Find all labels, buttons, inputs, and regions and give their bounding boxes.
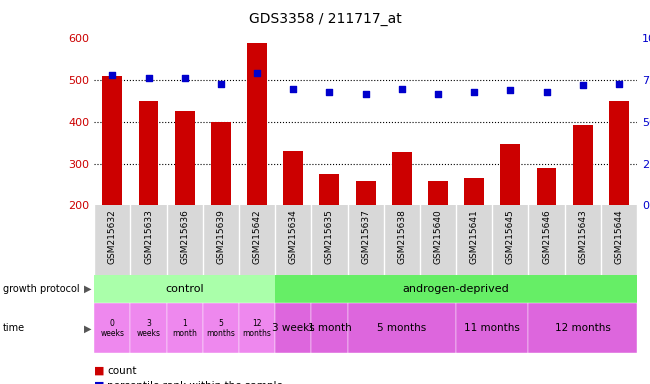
- Bar: [392, 152, 411, 289]
- Text: GSM215644: GSM215644: [614, 209, 623, 263]
- Text: GSM215633: GSM215633: [144, 209, 153, 264]
- Text: GSM215634: GSM215634: [289, 209, 298, 264]
- Point: [360, 91, 370, 97]
- Point: [179, 75, 190, 81]
- Text: ▶: ▶: [83, 284, 91, 294]
- Text: GSM215643: GSM215643: [578, 209, 587, 264]
- Bar: [428, 181, 448, 289]
- Text: 5
months: 5 months: [207, 319, 235, 338]
- Bar: [211, 122, 231, 289]
- Point: [324, 89, 335, 95]
- Text: growth protocol: growth protocol: [3, 284, 80, 294]
- Bar: [356, 181, 376, 289]
- Text: GSM215642: GSM215642: [253, 209, 261, 263]
- Bar: [609, 101, 629, 289]
- Text: 3 weeks: 3 weeks: [272, 323, 315, 333]
- Point: [505, 87, 515, 93]
- Text: androgen-deprived: androgen-deprived: [403, 284, 510, 294]
- Point: [252, 70, 262, 76]
- Text: GSM215638: GSM215638: [397, 209, 406, 264]
- Text: count: count: [107, 366, 136, 376]
- Text: 11 months: 11 months: [464, 323, 520, 333]
- Text: ■: ■: [94, 366, 105, 376]
- Text: ▶: ▶: [83, 323, 91, 333]
- Point: [577, 82, 588, 88]
- Point: [541, 89, 552, 95]
- Text: GSM215641: GSM215641: [470, 209, 478, 264]
- Bar: [573, 125, 593, 289]
- Text: GSM215640: GSM215640: [434, 209, 443, 264]
- Bar: [247, 43, 267, 289]
- Text: 0
weeks: 0 weeks: [100, 319, 124, 338]
- Text: GSM215646: GSM215646: [542, 209, 551, 264]
- Bar: [175, 111, 194, 289]
- Point: [107, 72, 118, 78]
- Text: GSM215636: GSM215636: [180, 209, 189, 264]
- Text: GDS3358 / 211717_at: GDS3358 / 211717_at: [248, 12, 402, 25]
- Text: 3
weeks: 3 weeks: [136, 319, 161, 338]
- Text: percentile rank within the sample: percentile rank within the sample: [107, 381, 283, 384]
- Bar: [138, 101, 159, 289]
- Bar: [103, 76, 122, 289]
- Text: 1 month: 1 month: [307, 323, 351, 333]
- Point: [288, 85, 298, 91]
- Bar: [283, 151, 303, 289]
- Point: [216, 80, 226, 86]
- Point: [396, 85, 407, 91]
- Point: [614, 80, 624, 86]
- Bar: [500, 144, 520, 289]
- Bar: [320, 174, 339, 289]
- Text: 1
month: 1 month: [172, 319, 197, 338]
- Point: [143, 75, 154, 81]
- Text: time: time: [3, 323, 25, 333]
- Text: GSM215645: GSM215645: [506, 209, 515, 264]
- Text: GSM215637: GSM215637: [361, 209, 370, 264]
- Text: GSM215632: GSM215632: [108, 209, 117, 264]
- Point: [433, 91, 443, 97]
- Text: 12 months: 12 months: [555, 323, 610, 333]
- Text: GSM215639: GSM215639: [216, 209, 226, 264]
- Text: 5 months: 5 months: [377, 323, 426, 333]
- Text: 12
months: 12 months: [242, 319, 272, 338]
- Text: ■: ■: [94, 381, 105, 384]
- Bar: [464, 178, 484, 289]
- Text: GSM215635: GSM215635: [325, 209, 334, 264]
- Text: control: control: [165, 284, 204, 294]
- Point: [469, 89, 479, 95]
- Bar: [537, 168, 556, 289]
